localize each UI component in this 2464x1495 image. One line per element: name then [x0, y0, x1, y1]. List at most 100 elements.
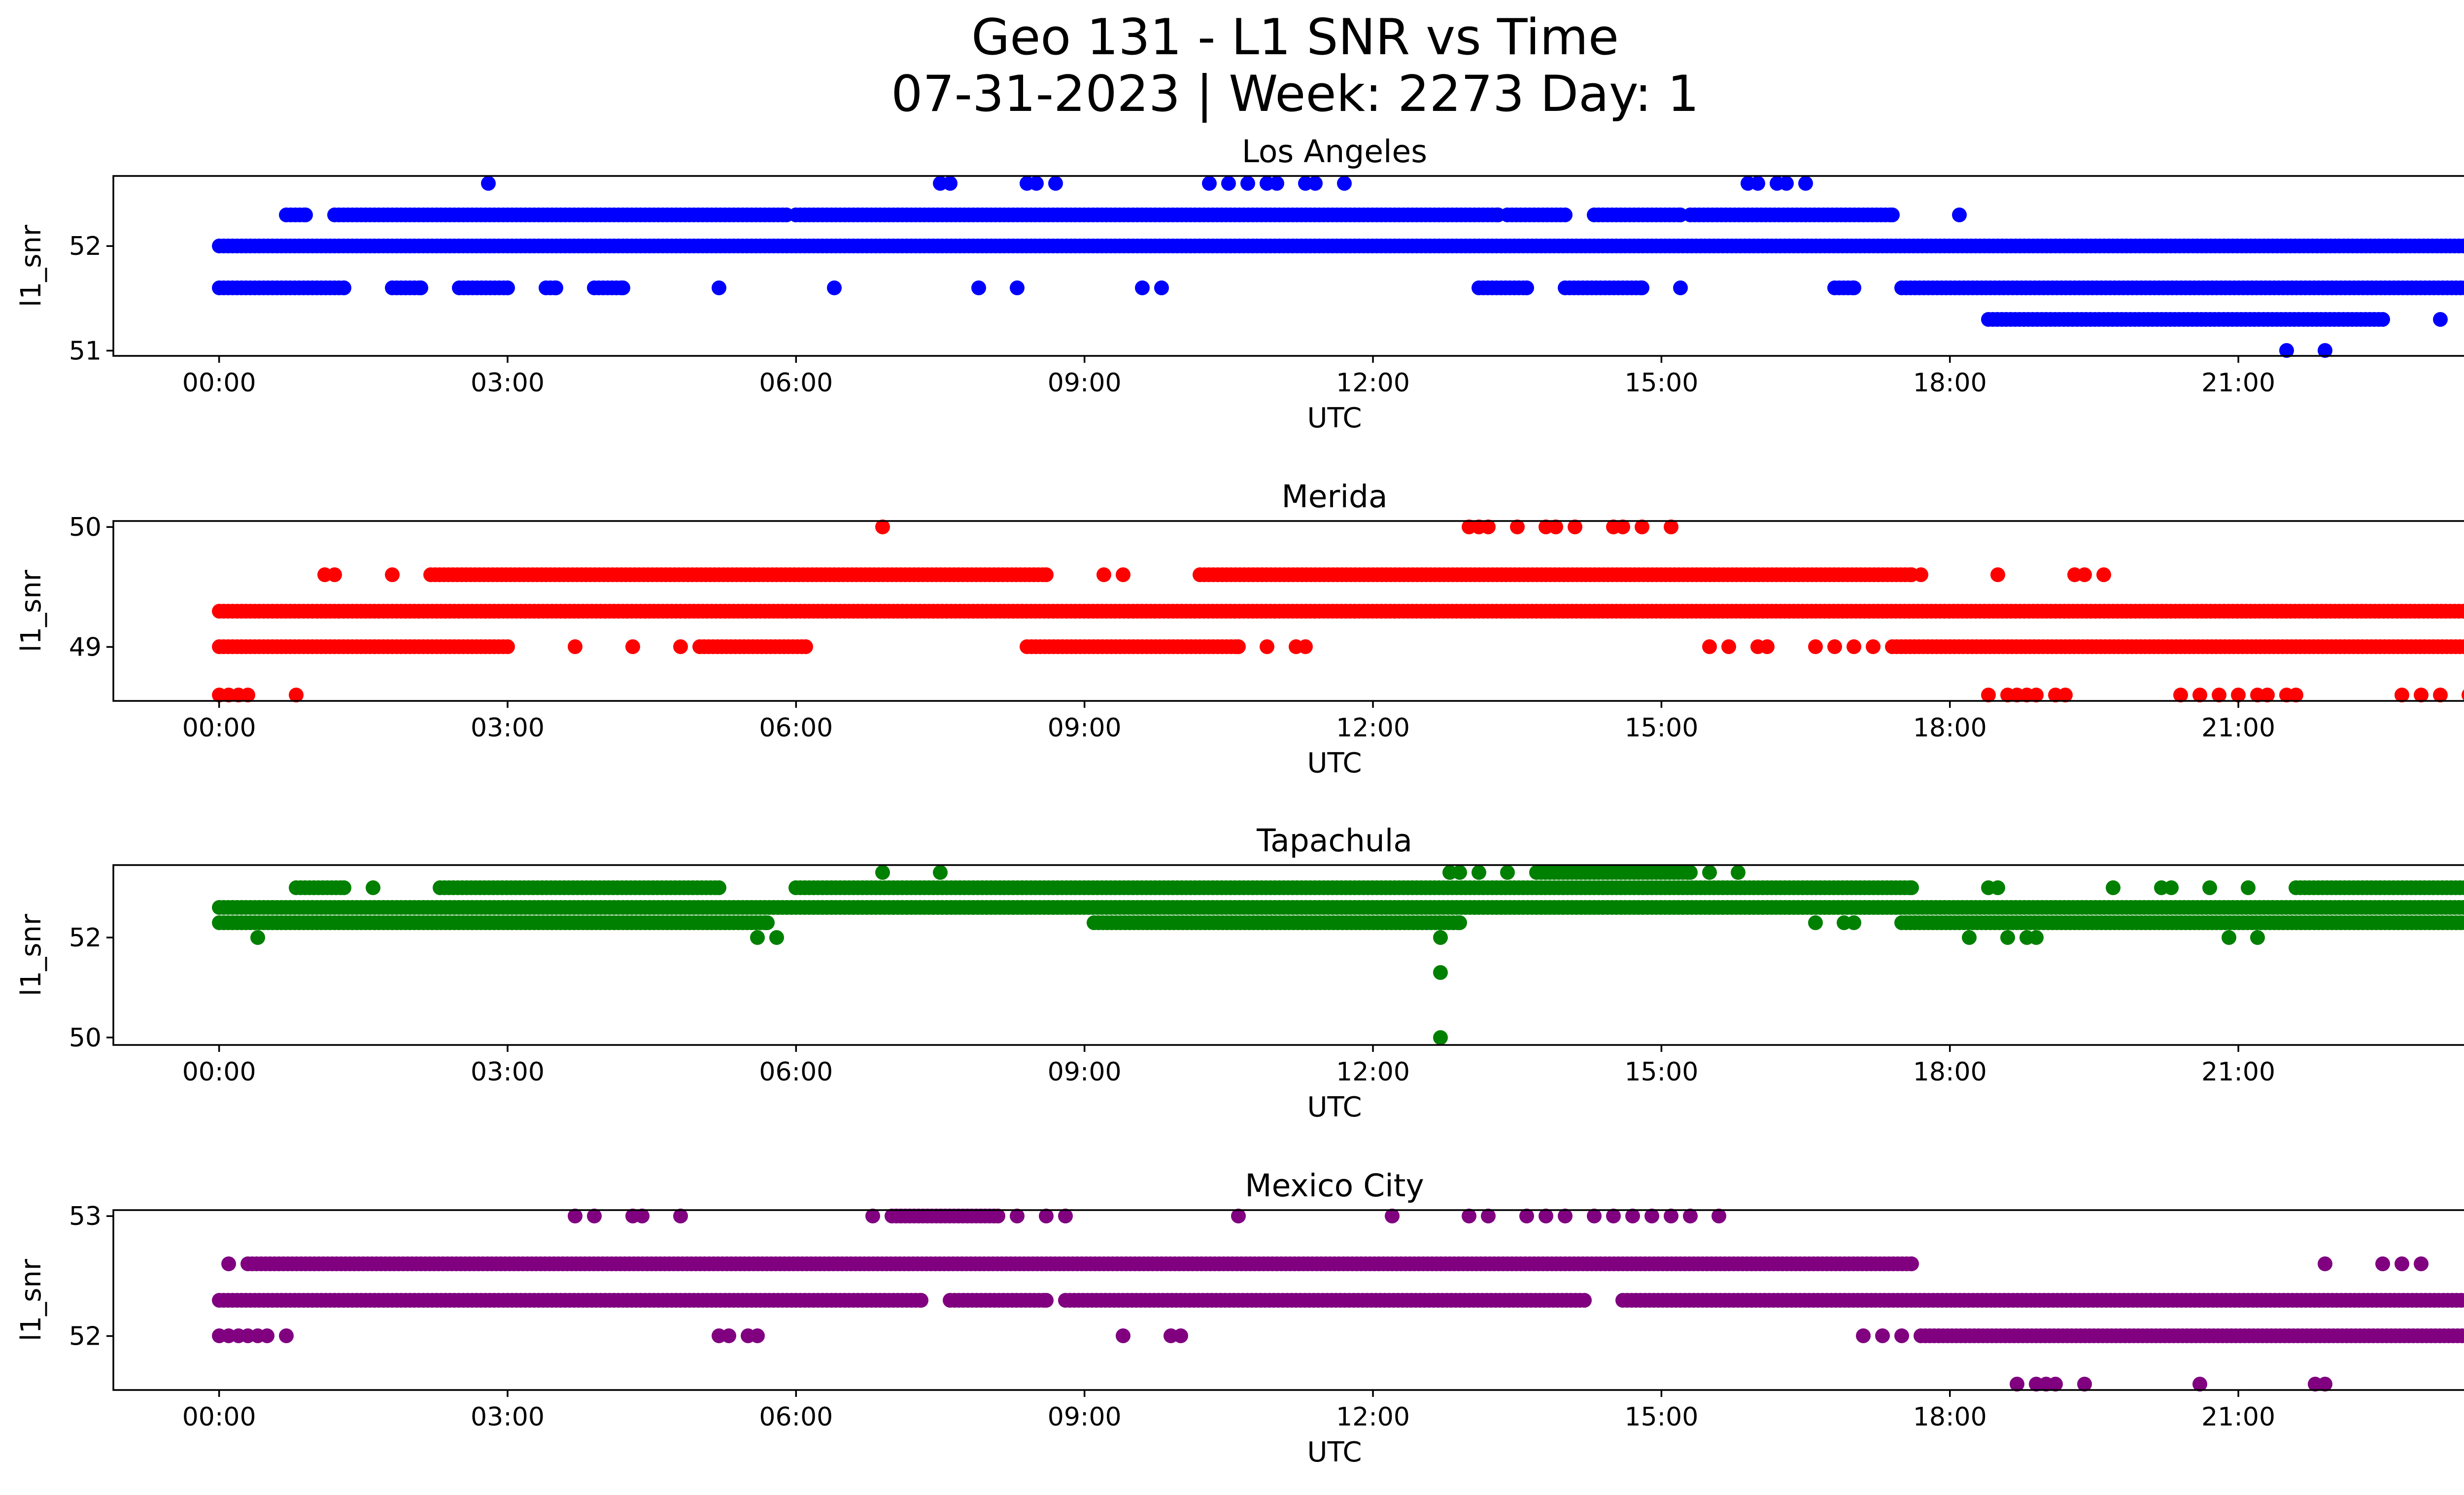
data-point	[2164, 880, 2179, 895]
data-point	[2318, 343, 2332, 358]
y-tick-label: 51	[69, 336, 102, 366]
y-tick-label: 52	[69, 1322, 102, 1352]
data-point	[500, 280, 515, 295]
axes-frame	[112, 175, 2464, 357]
data-point	[1702, 865, 1717, 880]
x-tick-label: 15:00	[1624, 713, 1698, 743]
x-tick-label: 00:00	[182, 1057, 256, 1087]
x-tick-label: 18:00	[1913, 713, 1987, 743]
data-point	[875, 865, 890, 880]
y-axis-label: l1_snr	[15, 224, 47, 307]
data-point	[1808, 915, 1823, 930]
data-point	[1990, 567, 2005, 582]
data-point	[625, 639, 640, 654]
data-point	[1894, 1328, 1909, 1343]
data-point	[1779, 176, 1794, 191]
data-point	[1875, 1328, 1890, 1343]
data-point	[1472, 865, 1486, 880]
figure-title-line1: Geo 131 - L1 SNR vs Time	[971, 8, 1619, 66]
data-point	[1116, 567, 1130, 582]
data-point	[1298, 639, 1313, 654]
x-axis-label: UTC	[1307, 1091, 1362, 1123]
data-point	[914, 1293, 928, 1308]
data-point	[2096, 567, 2111, 582]
data-point	[1856, 1328, 1871, 1343]
data-point	[500, 639, 515, 654]
data-point	[366, 880, 380, 895]
data-point	[1750, 176, 1765, 191]
x-tick-label: 09:00	[1048, 368, 1122, 398]
data-point	[2029, 930, 2044, 945]
data-point	[1452, 865, 1467, 880]
data-point	[616, 280, 630, 295]
data-point	[1673, 280, 1688, 295]
data-point	[721, 1328, 736, 1343]
x-tick-label: 18:00	[1913, 1402, 1987, 1432]
data-point	[769, 930, 784, 945]
data-point	[327, 567, 342, 582]
x-axis-label: UTC	[1307, 747, 1362, 779]
x-tick-label: 15:00	[1624, 1057, 1698, 1087]
data-point	[1433, 915, 1448, 930]
x-tick-label: 21:00	[2201, 368, 2275, 398]
data-point	[1452, 915, 1467, 930]
data-point	[2395, 1256, 2409, 1271]
subplot-title: Merida	[1281, 479, 1387, 515]
y-tick-label: 50	[69, 1023, 102, 1053]
data-point	[385, 567, 400, 582]
x-tick-label: 21:00	[2201, 1057, 2275, 1087]
x-tick-label: 03:00	[471, 1057, 545, 1087]
data-point	[2458, 280, 2464, 295]
data-point	[1433, 965, 1448, 980]
x-tick-label: 09:00	[1048, 1057, 1122, 1087]
data-point	[712, 880, 726, 895]
x-tick-label: 06:00	[759, 368, 833, 398]
data-point	[1952, 208, 1967, 222]
subplot-title: Tapachula	[1256, 823, 1412, 859]
data-point	[673, 639, 688, 654]
x-tick-label: 15:00	[1624, 368, 1698, 398]
scatter-series	[212, 1209, 2464, 1391]
data-point	[2433, 312, 2448, 327]
data-point	[413, 280, 428, 295]
x-tick-label: 03:00	[471, 713, 545, 743]
x-tick-label: 12:00	[1336, 368, 1410, 398]
data-point	[221, 1256, 236, 1271]
scatter-series	[212, 865, 2464, 1045]
figure-title-line2: 07-31-2023 | Week: 2273 Day: 1	[891, 65, 1699, 123]
data-point	[750, 930, 765, 945]
scatter-series	[212, 520, 2464, 702]
data-point	[1760, 639, 1775, 654]
data-point	[1135, 280, 1150, 295]
data-point	[1010, 280, 1025, 295]
data-point	[1683, 865, 1698, 880]
y-tick-label: 52	[69, 923, 102, 953]
data-point	[1914, 567, 1928, 582]
data-point	[337, 280, 351, 295]
data-point	[1500, 865, 1515, 880]
data-point	[2000, 930, 2015, 945]
subplot-title: Mexico City	[1245, 1168, 1424, 1204]
data-point	[1904, 880, 1919, 895]
data-point	[1885, 208, 1900, 222]
x-tick-label: 06:00	[759, 713, 833, 743]
data-point	[1173, 1328, 1188, 1343]
y-tick-label: 49	[69, 633, 102, 662]
x-tick-label: 06:00	[759, 1057, 833, 1087]
data-point	[1231, 639, 1246, 654]
data-point	[1808, 639, 1823, 654]
y-tick-label: 52	[69, 232, 102, 261]
x-tick-label: 00:00	[182, 713, 256, 743]
data-point	[1904, 1256, 1919, 1271]
data-point	[279, 1328, 294, 1343]
data-point	[568, 639, 582, 654]
data-point	[1962, 930, 1977, 945]
data-point	[2250, 930, 2265, 945]
data-point	[1866, 639, 1881, 654]
data-point	[1039, 567, 1054, 582]
data-point	[1308, 176, 1323, 191]
x-tick-label: 00:00	[182, 368, 256, 398]
x-axis-label: UTC	[1307, 402, 1362, 434]
